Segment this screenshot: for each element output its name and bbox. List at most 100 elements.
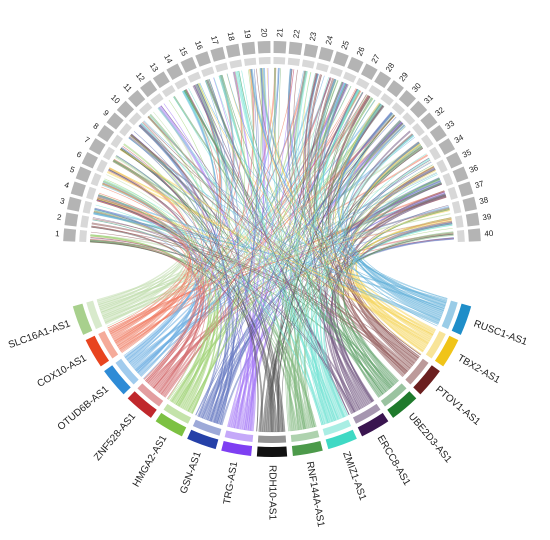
gene-segment (325, 429, 357, 450)
top-inner (287, 57, 301, 66)
segment-label: 29 (397, 70, 410, 83)
strand (201, 68, 280, 419)
strand (158, 107, 349, 416)
strand (306, 94, 367, 424)
strand (144, 94, 367, 380)
segment-label: 18 (226, 31, 237, 42)
strand (326, 157, 430, 413)
segment-label: 34 (453, 133, 466, 146)
segment-label: 3 (59, 196, 66, 206)
arcs (63, 41, 481, 457)
segment-label: 1 (55, 229, 61, 238)
gene-segment (357, 412, 389, 437)
gene-inner (98, 330, 119, 359)
top-inner (174, 77, 188, 90)
gene-segment (256, 446, 288, 457)
gene-label: COX10-AS1 (35, 353, 89, 390)
strand (168, 99, 223, 406)
gene-inner (115, 358, 139, 385)
strand (128, 137, 441, 321)
top-inner (79, 229, 88, 243)
gene-segment (387, 391, 417, 418)
segment-label: 15 (177, 46, 189, 58)
top-segment (166, 63, 184, 80)
segment-label: 39 (482, 212, 493, 222)
top-segment (97, 124, 115, 142)
top-segment (195, 51, 211, 67)
strand (98, 192, 191, 347)
strand (296, 73, 333, 422)
top-inner (215, 62, 229, 73)
top-segment (64, 212, 79, 227)
top-inner (380, 93, 394, 106)
strand (294, 164, 433, 431)
top-inner (102, 146, 115, 161)
top-inner (110, 134, 123, 149)
segment-label: 21 (275, 28, 284, 38)
top-inner (343, 71, 357, 83)
ribbon (234, 71, 345, 418)
gene-segment (187, 429, 219, 450)
top-segment (386, 80, 404, 98)
top-inner (119, 122, 132, 137)
top-segment (452, 166, 469, 183)
gene-inner (257, 435, 287, 443)
gene-label: HMGA2-AS1 (131, 433, 170, 489)
top-inner (442, 172, 454, 187)
ribbon (325, 130, 411, 410)
gene-inner (352, 403, 381, 424)
top-segment (303, 43, 319, 58)
segment-label: 11 (121, 82, 134, 95)
gene-segment (72, 303, 93, 335)
top-inner (187, 71, 201, 83)
segment-label: 26 (355, 45, 367, 57)
top-inner (150, 93, 164, 106)
strand (316, 153, 427, 422)
strand (135, 222, 453, 371)
gene-label: RUSC1-AS1 (472, 318, 529, 348)
segment-label: 14 (162, 53, 174, 66)
top-segment (438, 138, 456, 155)
segment-label: 9 (101, 108, 111, 118)
segment-label: 35 (461, 147, 473, 159)
strand (102, 182, 201, 384)
ribbon (163, 95, 370, 398)
strand (146, 88, 358, 383)
strand (198, 79, 239, 417)
top-segment (67, 196, 82, 212)
strand (216, 92, 364, 424)
ribbon (130, 134, 411, 371)
top-inner (90, 172, 102, 187)
segment-label: 32 (433, 105, 446, 118)
strand (96, 200, 190, 344)
strand (139, 124, 421, 356)
ribbon (158, 106, 257, 432)
ribbon (140, 122, 326, 425)
strand (133, 131, 233, 424)
top-segment (409, 100, 428, 119)
top-inner (86, 186, 97, 200)
strand (336, 99, 447, 303)
strand (296, 178, 440, 430)
gene-inner (322, 419, 352, 436)
top-segment (152, 71, 170, 89)
strand (97, 196, 192, 353)
top-segment (420, 112, 438, 130)
gene-inner (380, 383, 407, 407)
top-inner (429, 146, 442, 161)
strand (128, 137, 235, 425)
strand (90, 241, 272, 433)
ribbon (94, 208, 446, 309)
strand (173, 96, 339, 420)
ribbon (123, 143, 216, 408)
gene-inner (290, 430, 320, 443)
segment-label: 37 (474, 179, 486, 190)
strand (250, 69, 444, 311)
segment-label: 5 (69, 165, 77, 175)
ribbon (260, 68, 447, 304)
gene-segment (434, 335, 459, 367)
strand (95, 204, 324, 425)
strand (188, 88, 339, 420)
top-inner (315, 62, 329, 73)
